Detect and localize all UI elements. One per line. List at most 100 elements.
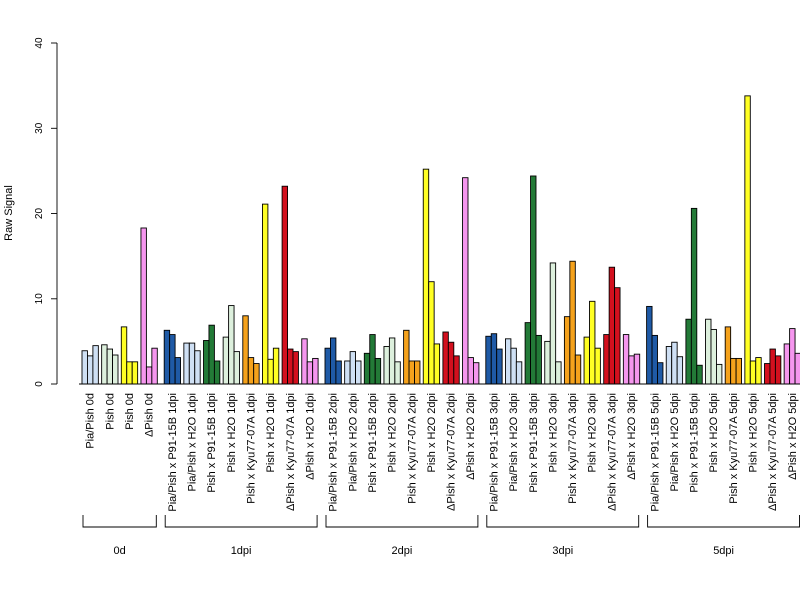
- bar-1-5-1: [267, 358, 274, 385]
- group-label: 1dpi: [231, 545, 252, 557]
- category-label: Pish x H2O 5dpi: [748, 393, 760, 472]
- category-label: Pish x Kyu77-07A 3dpi: [567, 393, 579, 504]
- bar-4-5-2: [755, 357, 762, 385]
- group-bracket: [82, 515, 157, 528]
- bar-2-6-0: [442, 331, 449, 385]
- bar-1-7-1: [306, 361, 314, 385]
- bar-1-4-2: [253, 363, 260, 385]
- bar-1-6-2: [292, 351, 299, 385]
- category-label: Pish x Kyu77-07A 5dpi: [728, 393, 740, 504]
- category-label: Pish 0d: [104, 393, 116, 430]
- group-label: 2dpi: [392, 545, 413, 557]
- bar-0-1-2: [112, 354, 119, 385]
- bar-3-2-2: [535, 334, 542, 385]
- group-brackets: 0d 1dpi 2dpi 3dpi 5dpi: [82, 515, 800, 557]
- y-tick-label: 0: [34, 381, 45, 387]
- y-tick-label: 40: [34, 37, 45, 49]
- bar-3-1-0: [505, 338, 512, 385]
- group-bracket: [325, 515, 479, 528]
- bar-1-4-1: [247, 357, 255, 385]
- bar-3-0-1: [490, 333, 498, 385]
- bar-2-0-2: [335, 360, 342, 385]
- bar-1-0-2: [174, 357, 182, 385]
- bar-1-5-0: [262, 203, 269, 385]
- category-label: Pia/Pish 0d: [85, 393, 97, 449]
- bar-2-4-2: [414, 360, 421, 385]
- category-label: Pish x H2O 3dpi: [587, 393, 599, 472]
- bar-0-3-0: [140, 227, 147, 385]
- bar-4-6-1: [769, 348, 776, 385]
- category-label: Pia/Pish x H2O 5dpi: [669, 393, 681, 491]
- category-label: ΔPish x H2O 3dpi: [626, 393, 638, 480]
- category-label: Pish x H2O 3dpi: [547, 393, 559, 472]
- category-label: ΔPish 0d: [144, 393, 156, 437]
- bar-4-6-2: [774, 355, 782, 385]
- category-label: Pish x H2O 2dpi: [426, 393, 438, 472]
- category-label: Pia/Pish x H2O 3dpi: [508, 393, 520, 491]
- bar-4-7-0: [783, 343, 791, 385]
- group-bracket: [486, 515, 640, 528]
- bar-1-1-1: [188, 342, 196, 385]
- bar-0-3-2: [151, 347, 158, 385]
- bar-4-3-2: [716, 363, 723, 385]
- y-tick-label: 20: [34, 208, 45, 220]
- bar-3-1-2: [515, 361, 523, 385]
- bar-0-2-0: [120, 326, 128, 385]
- bar-4-1-0: [665, 346, 673, 385]
- bar-2-2-0: [363, 352, 371, 385]
- bar-2-6-2: [453, 355, 460, 385]
- category-label: Pia/Pish x P91-15B 5dpi: [649, 393, 661, 512]
- category-label: Pish x P91-15B 5dpi: [689, 393, 701, 493]
- bar-4-6-0: [764, 363, 771, 385]
- bar-1-3-1: [228, 305, 235, 385]
- bar-2-3-0: [383, 346, 390, 385]
- bar-4-7-1: [789, 328, 796, 385]
- category-label: Pish x H2O 5dpi: [708, 393, 720, 472]
- bar-3-5-2: [594, 347, 601, 385]
- bar-3-7-0: [622, 334, 630, 385]
- bar-1-2-0: [203, 340, 210, 385]
- bar-0-3-1: [145, 366, 153, 385]
- group-label: 5dpi: [713, 545, 734, 557]
- bar-2-5-1: [428, 281, 435, 385]
- bar-1-4-0: [242, 315, 249, 385]
- bar-0-2-1: [126, 361, 133, 385]
- bar-1-3-0: [222, 336, 230, 385]
- category-label: ΔPish x H2O 5dpi: [787, 393, 799, 480]
- group-bracket: [164, 515, 318, 528]
- bar-2-4-1: [408, 360, 415, 385]
- bar-1-2-2: [213, 360, 221, 385]
- bar-1-0-1: [169, 334, 176, 385]
- bar-4-5-0: [744, 95, 751, 385]
- bar-3-5-0: [583, 336, 590, 385]
- bar-0-0-0: [81, 350, 88, 385]
- bar-1-6-0: [281, 185, 289, 385]
- bar-2-6-1: [447, 341, 455, 385]
- bar-0-0-1: [86, 355, 94, 385]
- bar-4-3-1: [710, 328, 717, 385]
- category-label: ΔPish x Kyu77-07A 3dpi: [606, 393, 618, 511]
- category-label: Pish x H2O 2dpi: [387, 393, 399, 472]
- category-labels: Pia/Pish 0d Pish 0d Pish 0d ΔPish 0d Pia/Pis…: [85, 393, 799, 512]
- category-label: ΔPish x Kyu77-07A 1dpi: [285, 393, 297, 511]
- bar-3-0-0: [485, 335, 492, 385]
- bar-3-1-1: [510, 347, 517, 385]
- bar-3-7-1: [628, 355, 635, 385]
- category-label: Pish x P91-15B 1dpi: [206, 393, 218, 493]
- bar-3-4-0: [563, 316, 571, 385]
- bar-3-3-1: [549, 262, 557, 385]
- bar-4-4-1: [730, 357, 737, 385]
- bar-4-2-2: [696, 364, 703, 385]
- category-label: Pia/Pish x H2O 2dpi: [347, 393, 359, 491]
- bar-1-0-0: [163, 329, 171, 385]
- category-label: Pia/Pish x P91-15B 2dpi: [328, 393, 340, 512]
- bar-0-0-2: [92, 345, 99, 385]
- y-tick-label: 30: [34, 122, 45, 134]
- bar-4-3-0: [705, 318, 712, 385]
- bar-2-4-0: [403, 329, 410, 385]
- bar-2-5-0: [422, 168, 430, 385]
- bar-2-7-2: [473, 362, 480, 385]
- group-label: 3dpi: [552, 545, 573, 557]
- bar-3-3-0: [544, 340, 551, 385]
